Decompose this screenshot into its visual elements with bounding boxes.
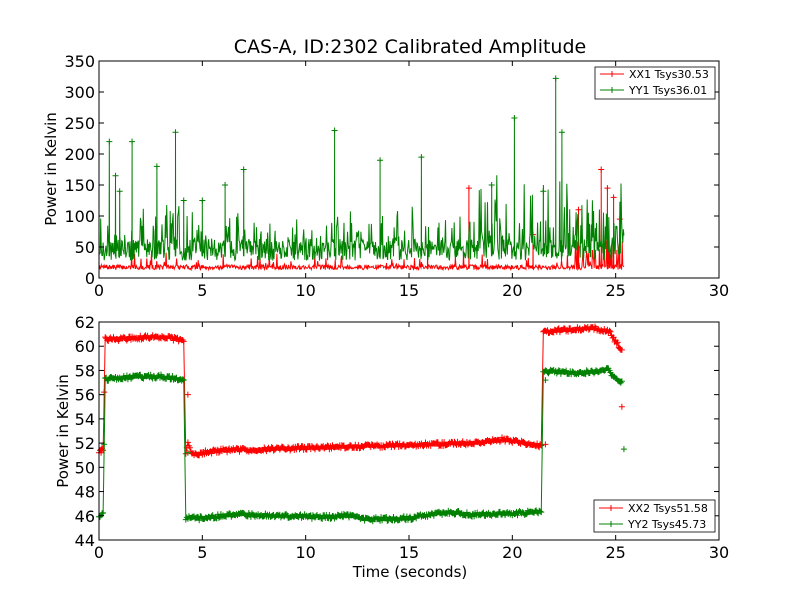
bottom-y-tick-label: 52 xyxy=(75,434,95,453)
top-series-line-1 xyxy=(98,169,625,272)
top-legend: XX1 Tsys30.53 YY1 Tsys36.01 xyxy=(594,66,716,100)
top-plot-area xyxy=(98,75,625,272)
bottom-outlier-point xyxy=(618,403,625,410)
top-x-tick-label: 25 xyxy=(605,281,625,300)
top-y-tick-label: 200 xyxy=(64,145,95,164)
bottom-outlier-point xyxy=(542,377,549,384)
bottom-legend-marker-yy2 xyxy=(608,521,614,527)
bottom-outlier-point xyxy=(620,446,627,453)
top-data-point xyxy=(116,188,123,195)
bottom-y-tick-label: 44 xyxy=(75,531,95,550)
bottom-series-1 xyxy=(96,323,625,459)
bottom-y-tick-label: 46 xyxy=(75,507,95,526)
top-data-point xyxy=(598,166,605,173)
top-x-tick-label: 20 xyxy=(502,281,522,300)
top-data-point xyxy=(610,194,617,201)
bottom-subplot: Power in Kelvin Time (seconds) 0 5 10 15 20 2… xyxy=(54,313,729,581)
top-x-tick-label: 0 xyxy=(94,281,104,300)
top-data-point xyxy=(180,197,187,204)
top-y-tick-label: 0 xyxy=(85,269,95,288)
bottom-outlier-point xyxy=(184,391,191,398)
top-y-tick-label: 100 xyxy=(64,207,95,226)
bottom-plot-area xyxy=(96,323,627,525)
top-x-tick-label: 30 xyxy=(709,281,729,300)
bottom-x-tick-label: 10 xyxy=(295,543,315,562)
bottom-axes-frame xyxy=(98,321,720,541)
bottom-y-tick-label: 58 xyxy=(75,361,95,380)
top-y-axis-label: Power in Kelvin xyxy=(42,112,60,226)
bottom-x-tick-label: 5 xyxy=(197,543,207,562)
top-data-point xyxy=(488,182,495,188)
top-data-point xyxy=(172,129,179,136)
top-data-point xyxy=(106,138,113,145)
top-axes-frame xyxy=(98,60,720,279)
top-y-tick-label: 50 xyxy=(75,238,95,257)
top-subplot: CAS-A, ID:2302 Calibrated Amplitude Powe… xyxy=(42,36,729,300)
top-data-point xyxy=(377,157,384,164)
bottom-series-transition xyxy=(183,341,187,455)
bottom-x-tick-label: 0 xyxy=(94,543,104,562)
bottom-series-transition xyxy=(540,371,544,513)
bottom-series-transition xyxy=(540,331,544,446)
bottom-series-markers-2 xyxy=(182,507,545,525)
top-series-line-2 xyxy=(98,78,625,262)
bottom-series-2 xyxy=(96,365,627,525)
top-series-2 xyxy=(98,75,625,262)
top-data-point xyxy=(418,154,425,161)
bottom-series-transition xyxy=(183,380,187,519)
top-data-point xyxy=(604,185,611,192)
top-legend-box xyxy=(594,66,716,100)
top-x-tick-label: 5 xyxy=(197,281,207,300)
top-chart-title: CAS-A, ID:2302 Calibrated Amplitude xyxy=(234,36,586,58)
top-data-point xyxy=(112,172,119,179)
bottom-axis-ticks: 0 5 10 15 20 25 30 44 46 48 50 52 54 56 58 60 62 xyxy=(75,313,730,562)
top-series-1 xyxy=(98,166,625,272)
bottom-y-tick-label: 56 xyxy=(75,386,95,405)
top-data-point xyxy=(153,163,160,170)
top-data-point xyxy=(240,166,247,173)
bottom-y-tick-label: 62 xyxy=(75,313,95,332)
bottom-y-tick-label: 54 xyxy=(75,410,95,429)
top-data-point xyxy=(575,206,582,213)
top-y-tick-label: 150 xyxy=(64,176,95,195)
bottom-outlier-point xyxy=(184,449,191,456)
bottom-y-tick-label: 50 xyxy=(75,458,95,477)
bottom-x-tick-label: 20 xyxy=(502,543,522,562)
bottom-y-tick-label: 48 xyxy=(75,483,95,502)
top-data-point xyxy=(331,127,338,134)
top-y-tick-label: 250 xyxy=(64,114,95,133)
top-data-point xyxy=(540,188,547,195)
bottom-x-tick-label: 30 xyxy=(709,543,729,562)
bottom-outlier-point xyxy=(542,441,549,448)
bottom-y-tick-label: 60 xyxy=(75,337,95,356)
top-y-tick-label: 350 xyxy=(64,52,95,71)
top-data-point xyxy=(552,75,559,82)
x-axis-label: Time (seconds) xyxy=(352,563,468,581)
top-legend-label-xx1: XX1 Tsys30.53 xyxy=(629,68,709,81)
bottom-legend-label-xx2: XX2 Tsys51.58 xyxy=(628,502,708,515)
bottom-x-tick-label: 15 xyxy=(399,543,419,562)
top-x-tick-label: 10 xyxy=(295,281,315,300)
top-data-point xyxy=(465,185,472,192)
bottom-legend: XX2 Tsys51.58 YY2 Tsys45.73 xyxy=(593,499,716,533)
top-legend-label-yy1: YY1 Tsys36.01 xyxy=(628,84,707,97)
top-x-tick-label: 15 xyxy=(399,281,419,300)
bottom-legend-box xyxy=(593,499,716,533)
top-legend-marker-xx1 xyxy=(609,71,615,77)
top-data-point xyxy=(222,182,229,188)
top-legend-marker-yy1 xyxy=(609,87,615,93)
top-data-point xyxy=(558,129,565,136)
bottom-y-axis-label: Power in Kelvin xyxy=(54,374,72,488)
top-data-point xyxy=(511,115,518,122)
top-data-point xyxy=(129,138,136,145)
bottom-x-tick-label: 25 xyxy=(605,543,625,562)
bottom-legend-marker-xx2 xyxy=(608,505,614,511)
top-data-point xyxy=(199,197,206,204)
top-y-tick-label: 300 xyxy=(64,83,95,102)
bottom-legend-label-yy2: YY2 Tsys45.73 xyxy=(627,518,706,531)
